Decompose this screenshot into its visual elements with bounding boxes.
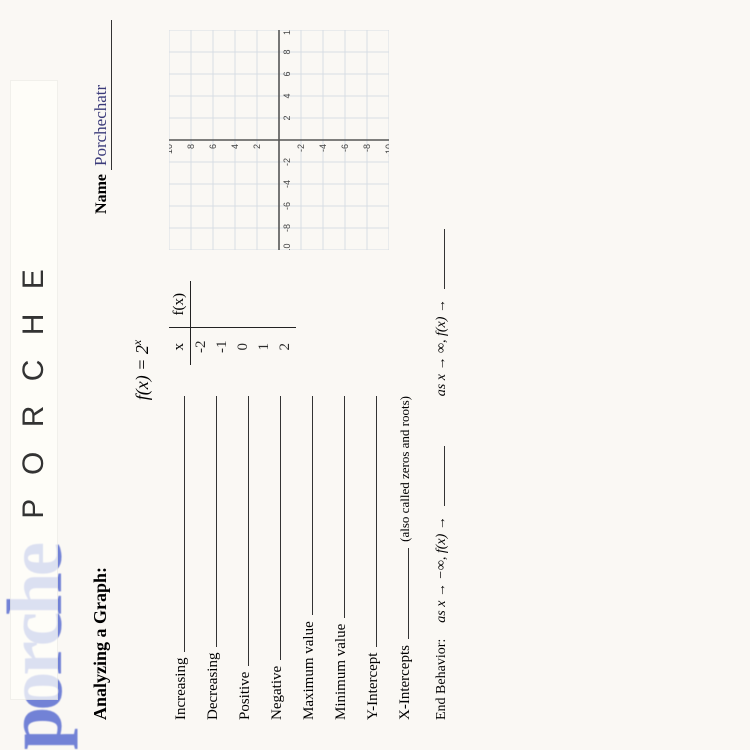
field-row: Y-Intercept: [361, 396, 382, 720]
table-cell-fx[interactable]: [212, 281, 233, 328]
coordinate-grid: -10 -8 -6 -4 -2 2 4 6 8 10 -10 -8 -6 -4 -2 2 4 6 8 10: [169, 20, 394, 250]
field-row: Increasing: [169, 396, 190, 720]
svg-text:8: 8: [282, 49, 292, 54]
field-label: Decreasing: [205, 653, 222, 720]
fields-column: Increasing Decreasing Positive Negative Maxi…: [169, 396, 425, 720]
answer-blank[interactable]: [233, 396, 249, 666]
svg-text:2: 2: [252, 144, 262, 149]
end-behavior-left-blank[interactable]: [431, 446, 445, 506]
answer-blank[interactable]: [265, 396, 281, 660]
svg-text:6: 6: [282, 71, 292, 76]
table-row: -1: [212, 281, 233, 365]
svg-text:-4: -4: [282, 180, 292, 188]
field-label: Y-Intercept: [365, 653, 382, 720]
table-cell-x: 0: [233, 328, 254, 365]
table-row: 0: [233, 281, 254, 365]
svg-text:-2: -2: [296, 144, 306, 152]
table-cell-fx[interactable]: [191, 281, 213, 328]
table-cell-fx[interactable]: [233, 281, 254, 328]
table-cell-fx[interactable]: [275, 281, 296, 328]
svg-text:10: 10: [169, 144, 174, 154]
table-cell-fx[interactable]: [254, 281, 275, 328]
svg-text:-6: -6: [340, 144, 350, 152]
equation: f(x) = 2x: [130, 20, 153, 720]
table-cell-x: 2: [275, 328, 296, 365]
svg-text:2: 2: [282, 115, 292, 120]
field-label: Positive: [237, 672, 254, 720]
field-label: Increasing: [173, 658, 190, 720]
table-row: 1: [254, 281, 275, 365]
end-behavior-row: End Behavior: as x → −∞, f(x) → as x → ∞…: [431, 20, 450, 720]
svg-text:-4: -4: [318, 144, 328, 152]
svg-text:-10: -10: [384, 144, 389, 157]
value-table: x f(x) -2-1012: [169, 268, 296, 378]
svg-text:-8: -8: [282, 224, 292, 232]
field-note: (also called zeros and roots): [397, 396, 413, 542]
svg-text:-10: -10: [282, 243, 292, 250]
table-cell-x: -2: [191, 328, 213, 365]
field-row: Positive: [233, 396, 254, 720]
table-head-fx: f(x): [169, 281, 191, 328]
table-cell-x: 1: [254, 328, 275, 365]
table-row: -2: [191, 281, 213, 365]
field-label: X-Intercepts: [397, 645, 414, 720]
field-row: Negative: [265, 396, 286, 720]
answer-blank[interactable]: [329, 396, 345, 618]
svg-text:4: 4: [282, 93, 292, 98]
svg-text:10: 10: [282, 30, 292, 35]
answer-blank[interactable]: [169, 396, 185, 652]
tape-label: P O R C H E: [10, 80, 58, 700]
field-row: Minimum value: [329, 396, 350, 720]
student-name[interactable]: Porchechatr: [91, 20, 112, 170]
field-row: X-Intercepts (also called zeros and roots…: [393, 396, 414, 720]
answer-blank[interactable]: [361, 396, 377, 647]
worksheet-title: Analyzing a Graph:: [90, 567, 111, 720]
table-head-x: x: [169, 328, 191, 365]
answer-blank[interactable]: [393, 548, 409, 639]
name-field: Name Porchechatr: [91, 20, 112, 214]
field-label: Minimum value: [333, 624, 350, 720]
field-row: Decreasing: [201, 396, 222, 720]
answer-blank[interactable]: [297, 396, 313, 615]
field-row: Maximum value: [297, 396, 318, 720]
svg-text:8: 8: [186, 144, 196, 149]
svg-text:-8: -8: [362, 144, 372, 152]
table-cell-x: -1: [212, 328, 233, 365]
answer-blank[interactable]: [201, 396, 217, 647]
field-label: Maximum value: [301, 621, 318, 720]
end-behavior-right-blank[interactable]: [431, 229, 445, 289]
svg-text:-6: -6: [282, 202, 292, 210]
table-row: 2: [275, 281, 296, 365]
field-label: Negative: [269, 666, 286, 720]
svg-text:4: 4: [230, 144, 240, 149]
svg-text:6: 6: [208, 144, 218, 149]
svg-text:-2: -2: [282, 158, 292, 166]
